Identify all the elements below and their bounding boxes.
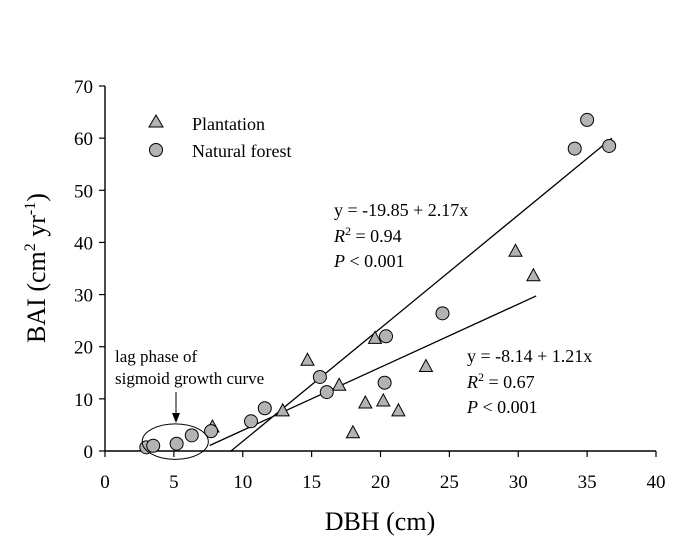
equation-shallow-r2: R2 = 0.67: [466, 370, 535, 392]
y-axis-label: BAI (cm2 yr-1): [22, 193, 51, 343]
legend-triangle-marker: [148, 114, 164, 128]
plantation-point: [418, 358, 434, 373]
equation-shallow: y = -8.14 + 1.21x R2 = 0.67 P < 0.001: [466, 346, 592, 417]
regression-line-shallow: [209, 295, 537, 447]
natural-forest-point: [377, 375, 392, 390]
plantation-point: [331, 377, 347, 391]
natural-forest-point: [146, 438, 161, 453]
x-tick-label: 25: [440, 472, 459, 493]
natural-forest-point: [580, 112, 595, 127]
x-tick-label: 15: [302, 472, 321, 493]
lag-phase-ellipse: [141, 423, 209, 460]
y-tick-label: 50: [74, 181, 93, 202]
plantation-point: [345, 424, 361, 439]
legend-circle-marker: [149, 143, 163, 157]
y-tick-label: 20: [74, 338, 93, 359]
y-tick-label: 30: [74, 286, 93, 307]
natural-forest-point: [319, 385, 334, 400]
y-tick-label: 60: [74, 129, 93, 150]
natural-forest-point: [379, 329, 394, 344]
plantation-point: [526, 267, 541, 282]
plantation-point: [275, 402, 291, 417]
natural-forest-point: [204, 424, 219, 439]
data-points: [139, 112, 617, 455]
plantation-point: [358, 394, 373, 409]
natural-forest-point: [567, 141, 582, 156]
equation-shallow-p: P < 0.001: [466, 397, 538, 417]
lag-phase-label-line2: sigmoid growth curve: [115, 369, 264, 388]
plantation-point: [300, 352, 315, 366]
plantation-point: [391, 402, 406, 417]
regression-line-steep: [229, 137, 613, 453]
y-ticks: 0 10 20 30 40 50 60 70: [74, 77, 105, 463]
plantation-point: [367, 330, 383, 344]
y-tick-label: 40: [74, 233, 93, 254]
lag-phase-annotation: lag phase of sigmoid growth curve: [115, 347, 264, 460]
natural-forest-point: [257, 401, 272, 416]
y-tick-label: 70: [74, 77, 93, 98]
x-axis-label: DBH (cm): [325, 507, 435, 536]
x-tick-label: 35: [578, 472, 597, 493]
natural-forest-point: [602, 138, 617, 153]
plantation-point: [375, 392, 391, 407]
lag-phase-label-line1: lag phase of: [115, 347, 197, 366]
equation-steep-r2: R2 = 0.94: [333, 224, 402, 246]
y-tick-label: 0: [84, 442, 94, 463]
equation-steep: y = -19.85 + 2.17x R2 = 0.94 P < 0.001: [333, 200, 468, 271]
equation-steep-p: P < 0.001: [333, 251, 405, 271]
equation-steep-formula: y = -19.85 + 2.17x: [334, 200, 468, 220]
x-tick-label: 5: [169, 472, 179, 493]
natural-forest-point: [312, 369, 327, 384]
lag-phase-arrowhead: [172, 413, 180, 423]
x-tick-label: 10: [233, 472, 252, 493]
legend-label-plantation: Plantation: [192, 114, 265, 134]
natural-forest-point: [169, 436, 184, 451]
legend-label-natural-forest: Natural forest: [192, 141, 291, 161]
natural-forest-point: [244, 414, 259, 429]
plantation-point: [508, 243, 523, 257]
y-tick-label: 10: [74, 390, 93, 411]
x-tick-label: 0: [100, 472, 110, 493]
natural-forest-point: [435, 306, 450, 321]
natural-forest-point: [184, 428, 199, 443]
x-tick-label: 30: [509, 472, 528, 493]
x-tick-label: 20: [371, 472, 390, 493]
x-ticks: 0 5 10 15 20 25 30 35 40: [100, 451, 666, 493]
equation-shallow-formula: y = -8.14 + 1.21x: [467, 346, 592, 366]
legend: Plantation Natural forest: [148, 114, 291, 161]
regression-lines: [209, 137, 613, 453]
x-tick-label: 40: [647, 472, 666, 493]
